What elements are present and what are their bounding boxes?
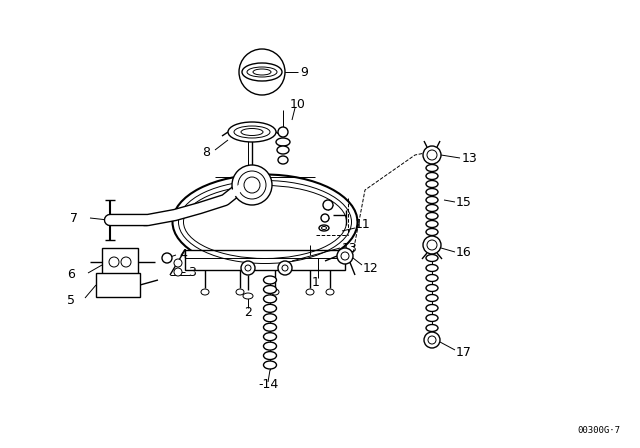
Circle shape <box>282 265 288 271</box>
Ellipse shape <box>264 361 276 369</box>
Circle shape <box>174 268 182 276</box>
Text: 00300G·7: 00300G·7 <box>577 426 620 435</box>
Circle shape <box>232 165 272 205</box>
Ellipse shape <box>243 293 253 299</box>
Circle shape <box>424 332 440 348</box>
Ellipse shape <box>241 129 263 135</box>
Ellipse shape <box>236 289 244 295</box>
Ellipse shape <box>278 127 288 137</box>
Ellipse shape <box>319 225 329 231</box>
Circle shape <box>244 177 260 193</box>
Ellipse shape <box>242 63 282 81</box>
Ellipse shape <box>264 285 276 293</box>
Circle shape <box>321 214 329 222</box>
Text: 6: 6 <box>67 268 75 281</box>
Circle shape <box>323 200 333 210</box>
Bar <box>185 250 345 270</box>
Ellipse shape <box>247 67 277 77</box>
Ellipse shape <box>264 295 276 303</box>
Text: 15: 15 <box>456 195 472 208</box>
Ellipse shape <box>426 275 438 281</box>
Text: 7: 7 <box>70 211 78 224</box>
Circle shape <box>109 257 119 267</box>
Text: 3: 3 <box>188 266 196 279</box>
Text: 1: 1 <box>312 276 320 289</box>
Ellipse shape <box>201 289 209 295</box>
Ellipse shape <box>326 289 334 295</box>
Text: 17: 17 <box>456 345 472 358</box>
Bar <box>102 248 138 276</box>
Ellipse shape <box>426 220 438 228</box>
Circle shape <box>337 248 353 264</box>
Ellipse shape <box>426 212 438 220</box>
Ellipse shape <box>426 294 438 302</box>
Circle shape <box>423 236 441 254</box>
Ellipse shape <box>321 227 326 229</box>
Circle shape <box>162 253 172 263</box>
Ellipse shape <box>264 333 276 340</box>
Ellipse shape <box>426 284 438 292</box>
Ellipse shape <box>426 264 438 271</box>
Circle shape <box>423 146 441 164</box>
Ellipse shape <box>426 314 438 322</box>
Ellipse shape <box>426 164 438 172</box>
Ellipse shape <box>264 276 276 284</box>
Circle shape <box>428 336 436 344</box>
Ellipse shape <box>264 323 276 331</box>
Ellipse shape <box>173 175 358 270</box>
Ellipse shape <box>264 304 276 312</box>
Circle shape <box>245 265 251 271</box>
Ellipse shape <box>306 289 314 295</box>
Bar <box>96 273 140 297</box>
Ellipse shape <box>426 305 438 311</box>
Text: 4: 4 <box>179 249 187 262</box>
Text: 13: 13 <box>462 151 477 164</box>
Ellipse shape <box>234 126 270 138</box>
Text: 5: 5 <box>67 293 75 306</box>
Text: 2: 2 <box>244 306 252 319</box>
Ellipse shape <box>278 156 288 164</box>
Circle shape <box>278 261 292 275</box>
Circle shape <box>121 257 131 267</box>
Text: 10: 10 <box>290 99 306 112</box>
Text: 11: 11 <box>355 219 371 232</box>
Circle shape <box>427 150 437 160</box>
Ellipse shape <box>276 138 290 146</box>
Circle shape <box>341 252 349 260</box>
Text: 13: 13 <box>342 241 358 254</box>
Ellipse shape <box>426 197 438 203</box>
Ellipse shape <box>426 204 438 211</box>
Ellipse shape <box>426 172 438 180</box>
Ellipse shape <box>426 189 438 195</box>
Text: 12: 12 <box>363 262 379 275</box>
Text: 16: 16 <box>456 246 472 258</box>
Ellipse shape <box>228 122 276 142</box>
Ellipse shape <box>426 181 438 188</box>
Ellipse shape <box>426 254 438 262</box>
Ellipse shape <box>264 342 276 350</box>
Circle shape <box>174 259 182 267</box>
Ellipse shape <box>253 69 271 75</box>
Ellipse shape <box>426 324 438 332</box>
Ellipse shape <box>271 289 279 295</box>
Circle shape <box>238 171 266 199</box>
Ellipse shape <box>264 314 276 322</box>
Ellipse shape <box>264 352 276 360</box>
Text: 8: 8 <box>202 146 210 159</box>
Ellipse shape <box>277 146 289 154</box>
Text: -14: -14 <box>258 379 278 392</box>
Circle shape <box>239 49 285 95</box>
Circle shape <box>241 261 255 275</box>
Text: 9: 9 <box>300 65 308 78</box>
Circle shape <box>427 240 437 250</box>
Ellipse shape <box>426 228 438 236</box>
